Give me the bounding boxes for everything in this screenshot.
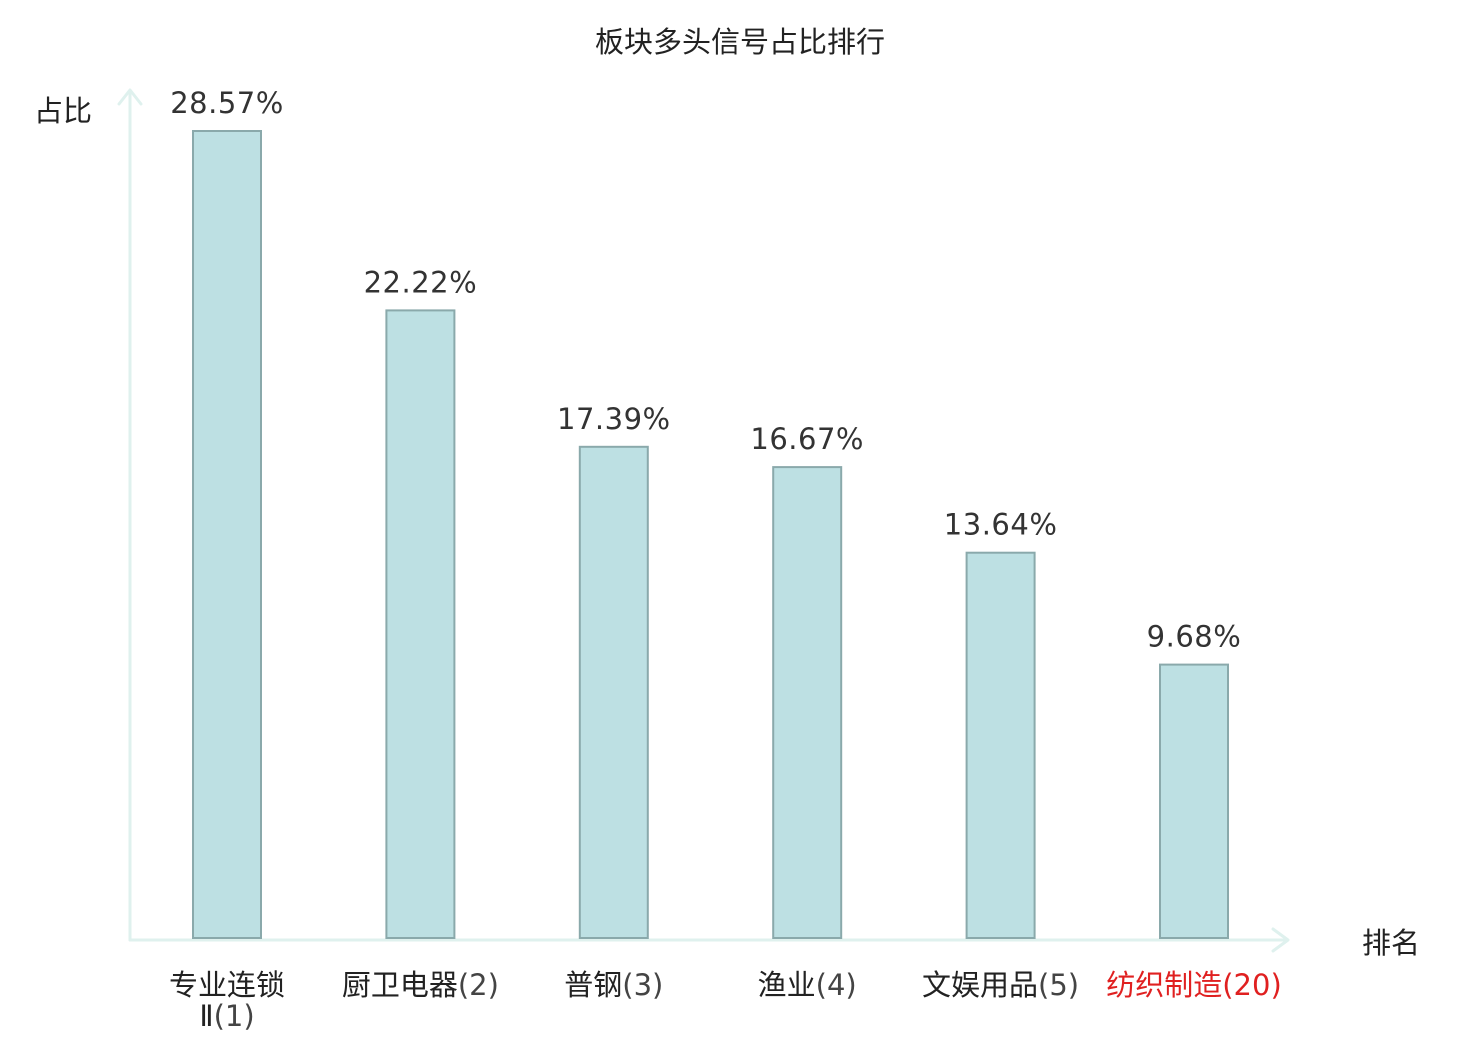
chart-title: 板块多头信号占比排行	[595, 25, 885, 59]
y-axis-label: 占比	[34, 94, 92, 128]
value-label-2: 22.22%	[364, 265, 478, 299]
category-label-3: 普钢(3)	[564, 968, 663, 1002]
bar-6	[1159, 663, 1229, 939]
category-label-1-line2: Ⅱ(1)	[199, 999, 254, 1033]
value-labels-group: 28.57% 22.22% 17.39% 16.67% 13.64% 9.68%	[170, 86, 1241, 654]
bar-2	[385, 309, 456, 939]
value-label-6: 9.68%	[1147, 620, 1242, 654]
bar-1	[192, 130, 262, 939]
y-axis-arrow-icon	[117, 88, 143, 106]
value-label-3: 17.39%	[557, 402, 671, 436]
bar-5	[965, 551, 1036, 939]
value-label-1: 28.57%	[170, 86, 284, 120]
category-label-4: 渔业(4)	[758, 968, 857, 1002]
value-label-4: 16.67%	[750, 422, 864, 456]
bar-3	[578, 445, 649, 939]
bar-4	[772, 466, 843, 939]
value-label-5: 13.64%	[944, 508, 1058, 542]
axes	[117, 88, 1290, 953]
x-axis-arrow-icon	[1271, 927, 1290, 953]
category-label-2: 厨卫电器(2)	[342, 968, 499, 1002]
category-label-6: 纺织制造(20)	[1106, 968, 1282, 1002]
x-axis-label: 排名	[1362, 926, 1420, 960]
category-label-1: 专业连锁	[169, 968, 285, 1002]
category-label-5: 文娱用品(5)	[922, 968, 1079, 1002]
bars-group	[192, 130, 1229, 939]
